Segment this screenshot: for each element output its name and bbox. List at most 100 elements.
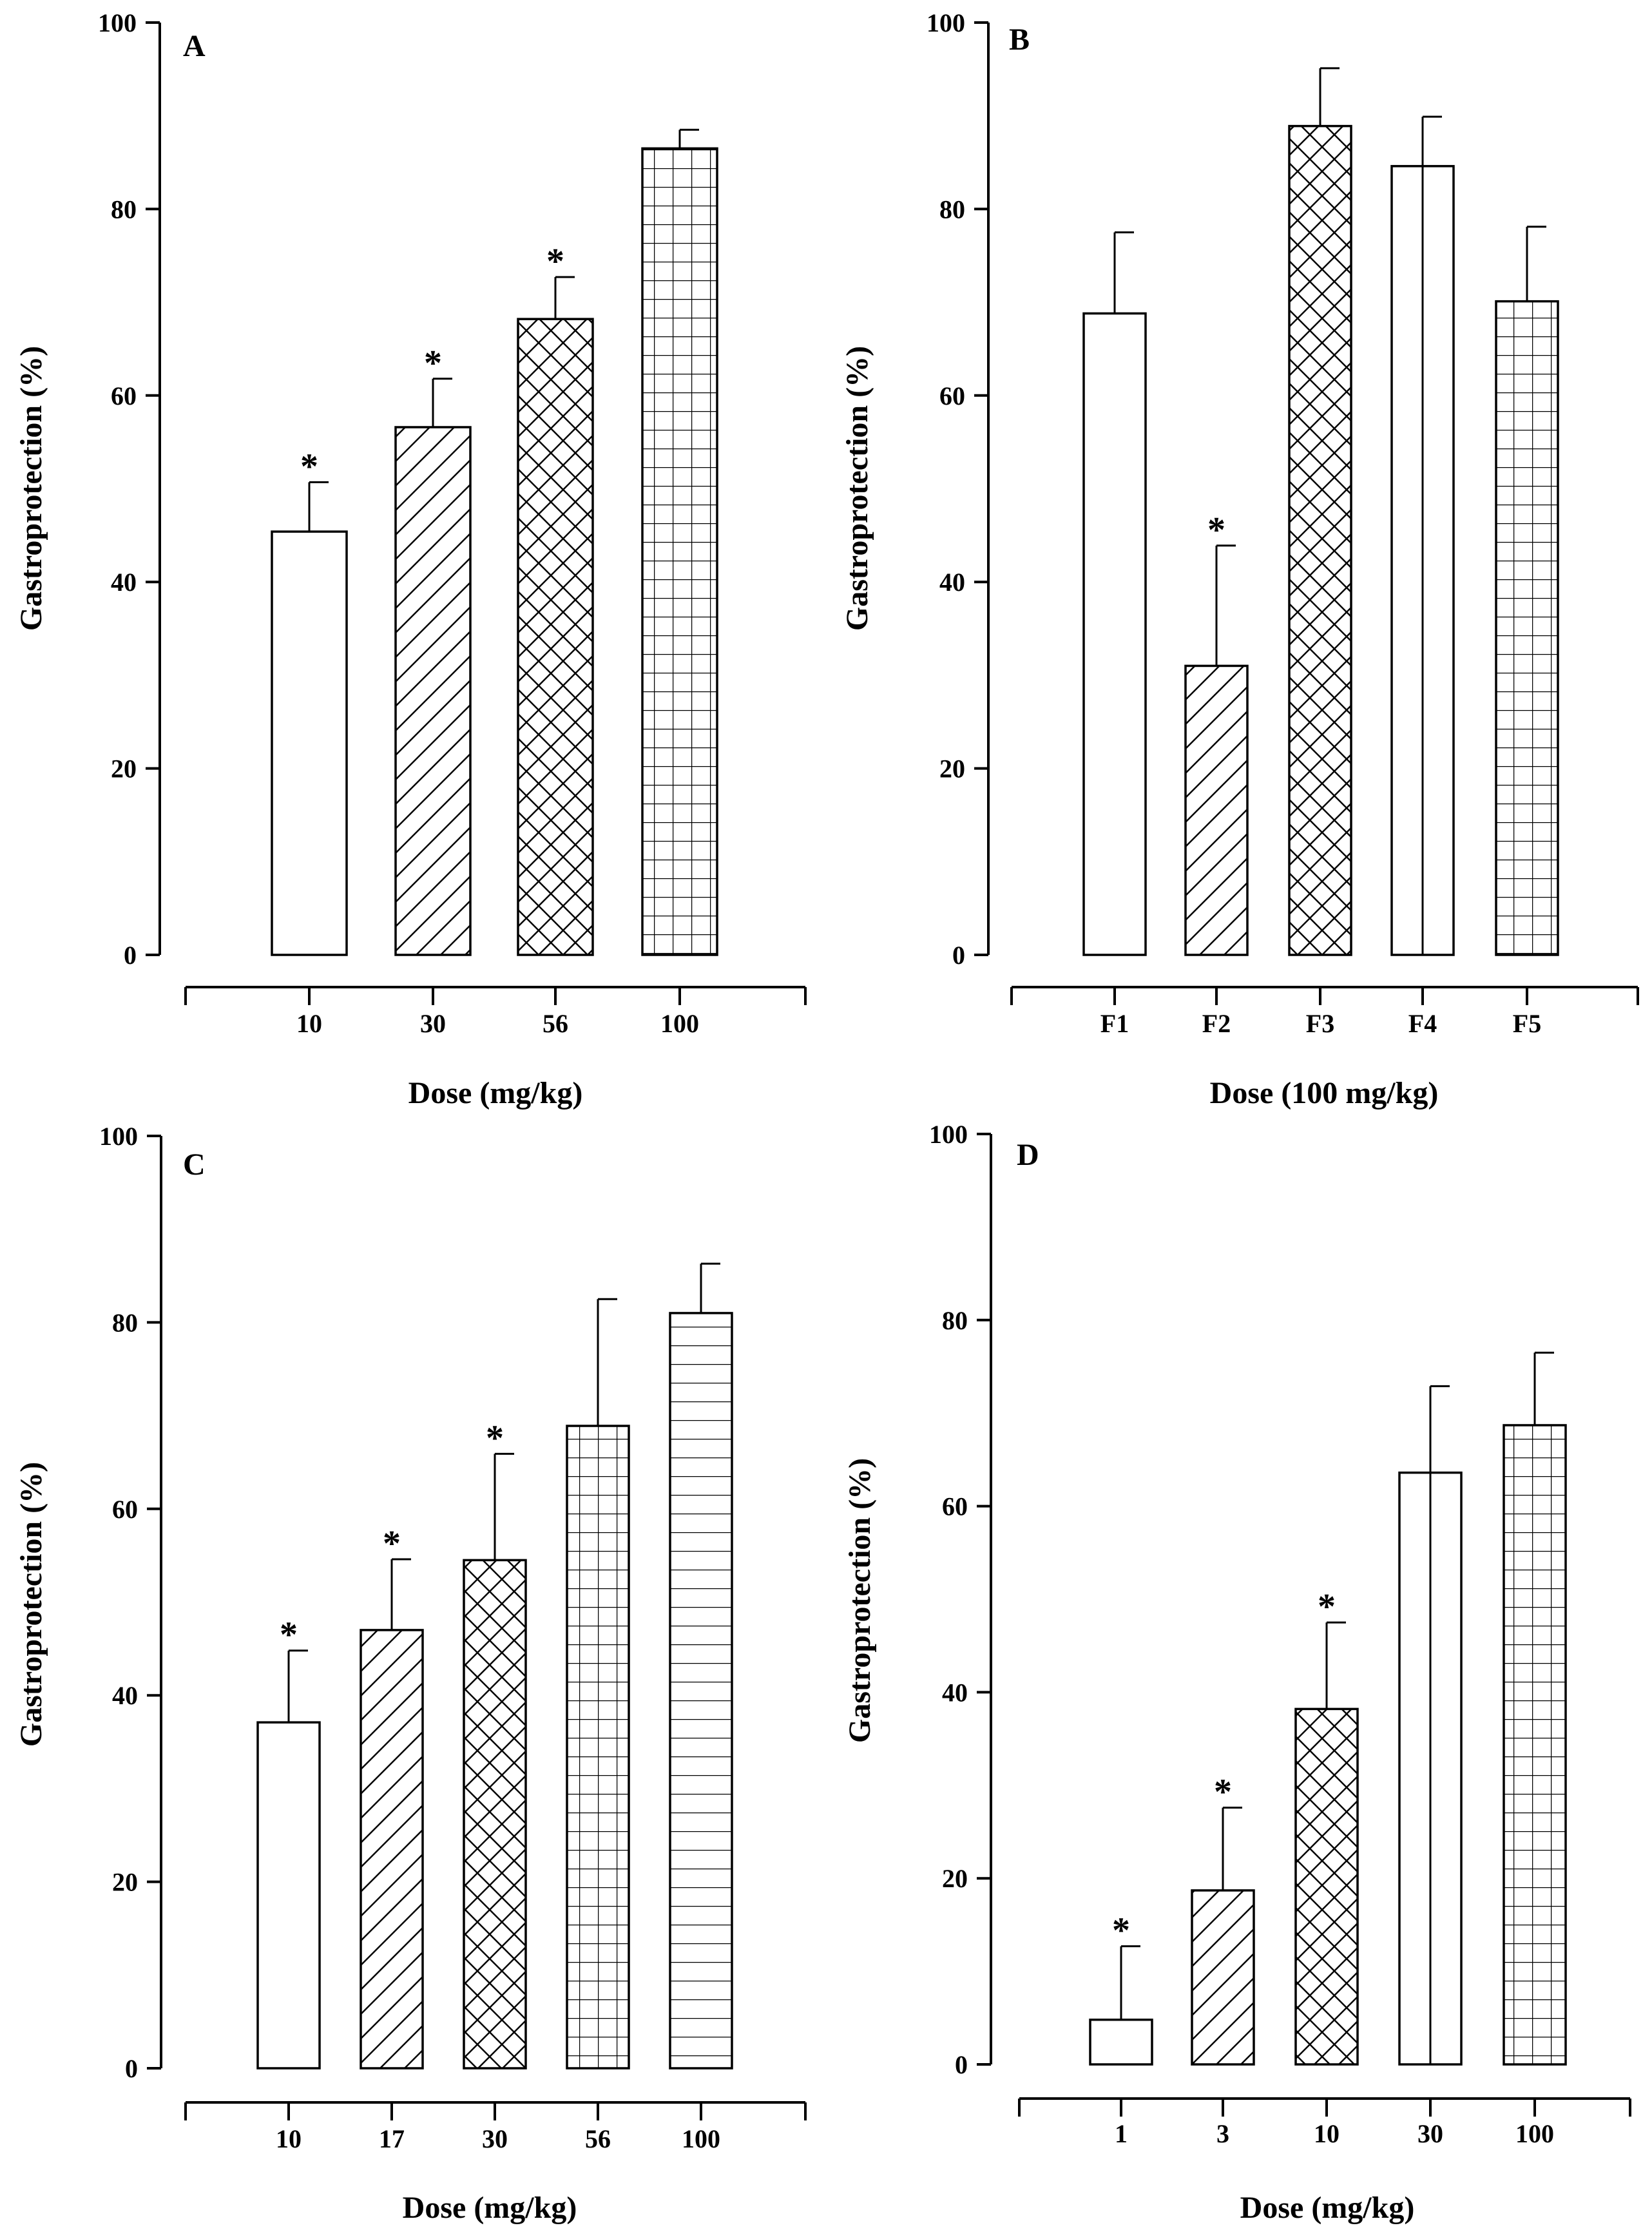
bar	[360, 1629, 424, 2070]
bars: * * *	[271, 128, 718, 956]
bar	[1082, 312, 1147, 956]
panel-label: B	[1009, 23, 1030, 57]
x-tick-label: 30	[420, 1009, 446, 1038]
bar-group	[1398, 1385, 1463, 2066]
bar-group: *	[517, 242, 594, 956]
bar-group	[1495, 226, 1559, 956]
panel-label: C	[183, 1148, 206, 1182]
y-tick-label: 100	[98, 8, 137, 37]
y-tick-label: 20	[112, 1868, 138, 1897]
bar-group	[1082, 231, 1147, 956]
bar	[517, 318, 594, 956]
panel-c: 0 20 40 60 80 100 * * * 10 17 30 56 100 C Dose (mg/…	[14, 1122, 807, 2225]
bars: * * *	[256, 1262, 733, 2070]
bars: *	[1082, 67, 1559, 956]
y-ticks: 0 20 40 60 80 100	[98, 8, 160, 970]
significance-star: *	[1214, 1772, 1232, 1812]
significance-star: *	[486, 1418, 504, 1458]
bar	[1503, 1424, 1567, 2066]
bar	[1191, 1889, 1255, 2066]
bar	[1294, 1707, 1359, 2066]
significance-star: *	[280, 1615, 298, 1655]
bar-group: *	[1089, 1911, 1153, 2066]
bar	[566, 1425, 630, 2070]
y-tick-label: 100	[99, 1122, 138, 1151]
x-tick-label: 17	[379, 2124, 405, 2153]
bar-group: *	[271, 447, 348, 956]
x-tick-label: 100	[1515, 2119, 1554, 2148]
x-axis-label: Dose (100 mg/kg)	[1210, 1076, 1439, 1110]
x-axis-label: Dose (mg/kg)	[408, 1076, 583, 1110]
bar-group: *	[1294, 1587, 1359, 2066]
y-tick-label: 60	[942, 1492, 968, 1521]
x-tick-label: 30	[482, 2124, 508, 2153]
x-axis-label: Dose (mg/kg)	[403, 2191, 577, 2225]
y-tick-label: 20	[111, 754, 137, 783]
bar-group: *	[1191, 1772, 1255, 2066]
x-tick-label: 100	[660, 1009, 699, 1038]
bar-group	[669, 1262, 733, 2070]
panel-a: 0 20 40 60 80 100 * * * 10 30 56 100 A Dose (mg/kg…	[14, 8, 807, 1110]
y-tick-label: 0	[124, 941, 137, 970]
bar	[256, 1721, 321, 2070]
y-tick-label: 40	[112, 1681, 138, 1710]
x-tick-label: 10	[296, 1009, 322, 1038]
bar	[1089, 2018, 1153, 2066]
bar	[1184, 664, 1249, 956]
x-tick-label: 3	[1216, 2119, 1229, 2148]
y-axis-label: Gastroprotection (%)	[840, 346, 874, 631]
bar-group: *	[256, 1615, 321, 2070]
y-tick-label: 40	[111, 568, 137, 597]
x-ticks: 10 17 30 56 100	[276, 2102, 720, 2153]
bar	[641, 147, 718, 956]
panel-d: 0 20 40 60 80 100 * * * 1 3 10 30 100 D Dose (mg/kg…	[843, 1120, 1631, 2225]
bar-group	[566, 1298, 630, 2070]
x-tick-label: F1	[1100, 1009, 1129, 1038]
bar-group	[641, 128, 718, 956]
y-tick-label: 80	[939, 195, 965, 224]
y-tick-label: 100	[927, 8, 965, 37]
x-tick-label: 10	[1314, 2119, 1340, 2148]
y-tick-label: 80	[112, 1308, 138, 1337]
significance-star: *	[1112, 1911, 1130, 1951]
bar	[271, 530, 348, 956]
bar-group: *	[1184, 510, 1249, 956]
panel-b: 0 20 40 60 80 100 * F1 F2 F3 F4 F5 B Dose (100 mg…	[840, 8, 1639, 1110]
bar-group: *	[360, 1524, 424, 2070]
bar-group	[1288, 67, 1352, 956]
y-tick-label: 100	[929, 1120, 968, 1149]
x-tick-label: 30	[1417, 2119, 1443, 2148]
y-ticks: 0 20 40 60 80 100	[927, 8, 988, 970]
y-ticks: 0 20 40 60 80 100	[99, 1122, 161, 2083]
y-tick-label: 60	[111, 381, 137, 410]
significance-star: *	[424, 343, 442, 383]
y-axis-label: Gastroprotection (%)	[14, 1462, 48, 1747]
x-tick-label: F5	[1513, 1009, 1541, 1038]
panel-label: D	[1017, 1138, 1039, 1172]
bar	[1288, 124, 1352, 956]
x-tick-label: F2	[1202, 1009, 1231, 1038]
bar-group: *	[463, 1418, 527, 2070]
x-tick-label: 56	[543, 1009, 568, 1038]
significance-star: *	[300, 447, 318, 486]
bars: * * *	[1089, 1351, 1567, 2066]
bar-group: *	[394, 343, 472, 956]
x-tick-label: 1	[1115, 2119, 1128, 2148]
bar	[1495, 300, 1559, 956]
bar	[669, 1312, 733, 2070]
x-ticks: 1 3 10 30 100	[1115, 2099, 1554, 2148]
x-axis-label: Dose (mg/kg)	[1240, 2191, 1415, 2225]
y-tick-label: 40	[942, 1678, 968, 1707]
y-ticks: 0 20 40 60 80 100	[929, 1120, 991, 2079]
bar-group	[1503, 1351, 1567, 2066]
panel-label: A	[183, 29, 206, 63]
y-tick-label: 60	[112, 1495, 138, 1524]
x-tick-label: F4	[1408, 1009, 1437, 1038]
significance-star: *	[1207, 510, 1225, 550]
x-ticks: 10 30 56 100	[296, 987, 699, 1038]
y-tick-label: 20	[939, 754, 965, 783]
y-tick-label: 20	[942, 1864, 968, 1893]
y-tick-label: 60	[939, 381, 965, 410]
